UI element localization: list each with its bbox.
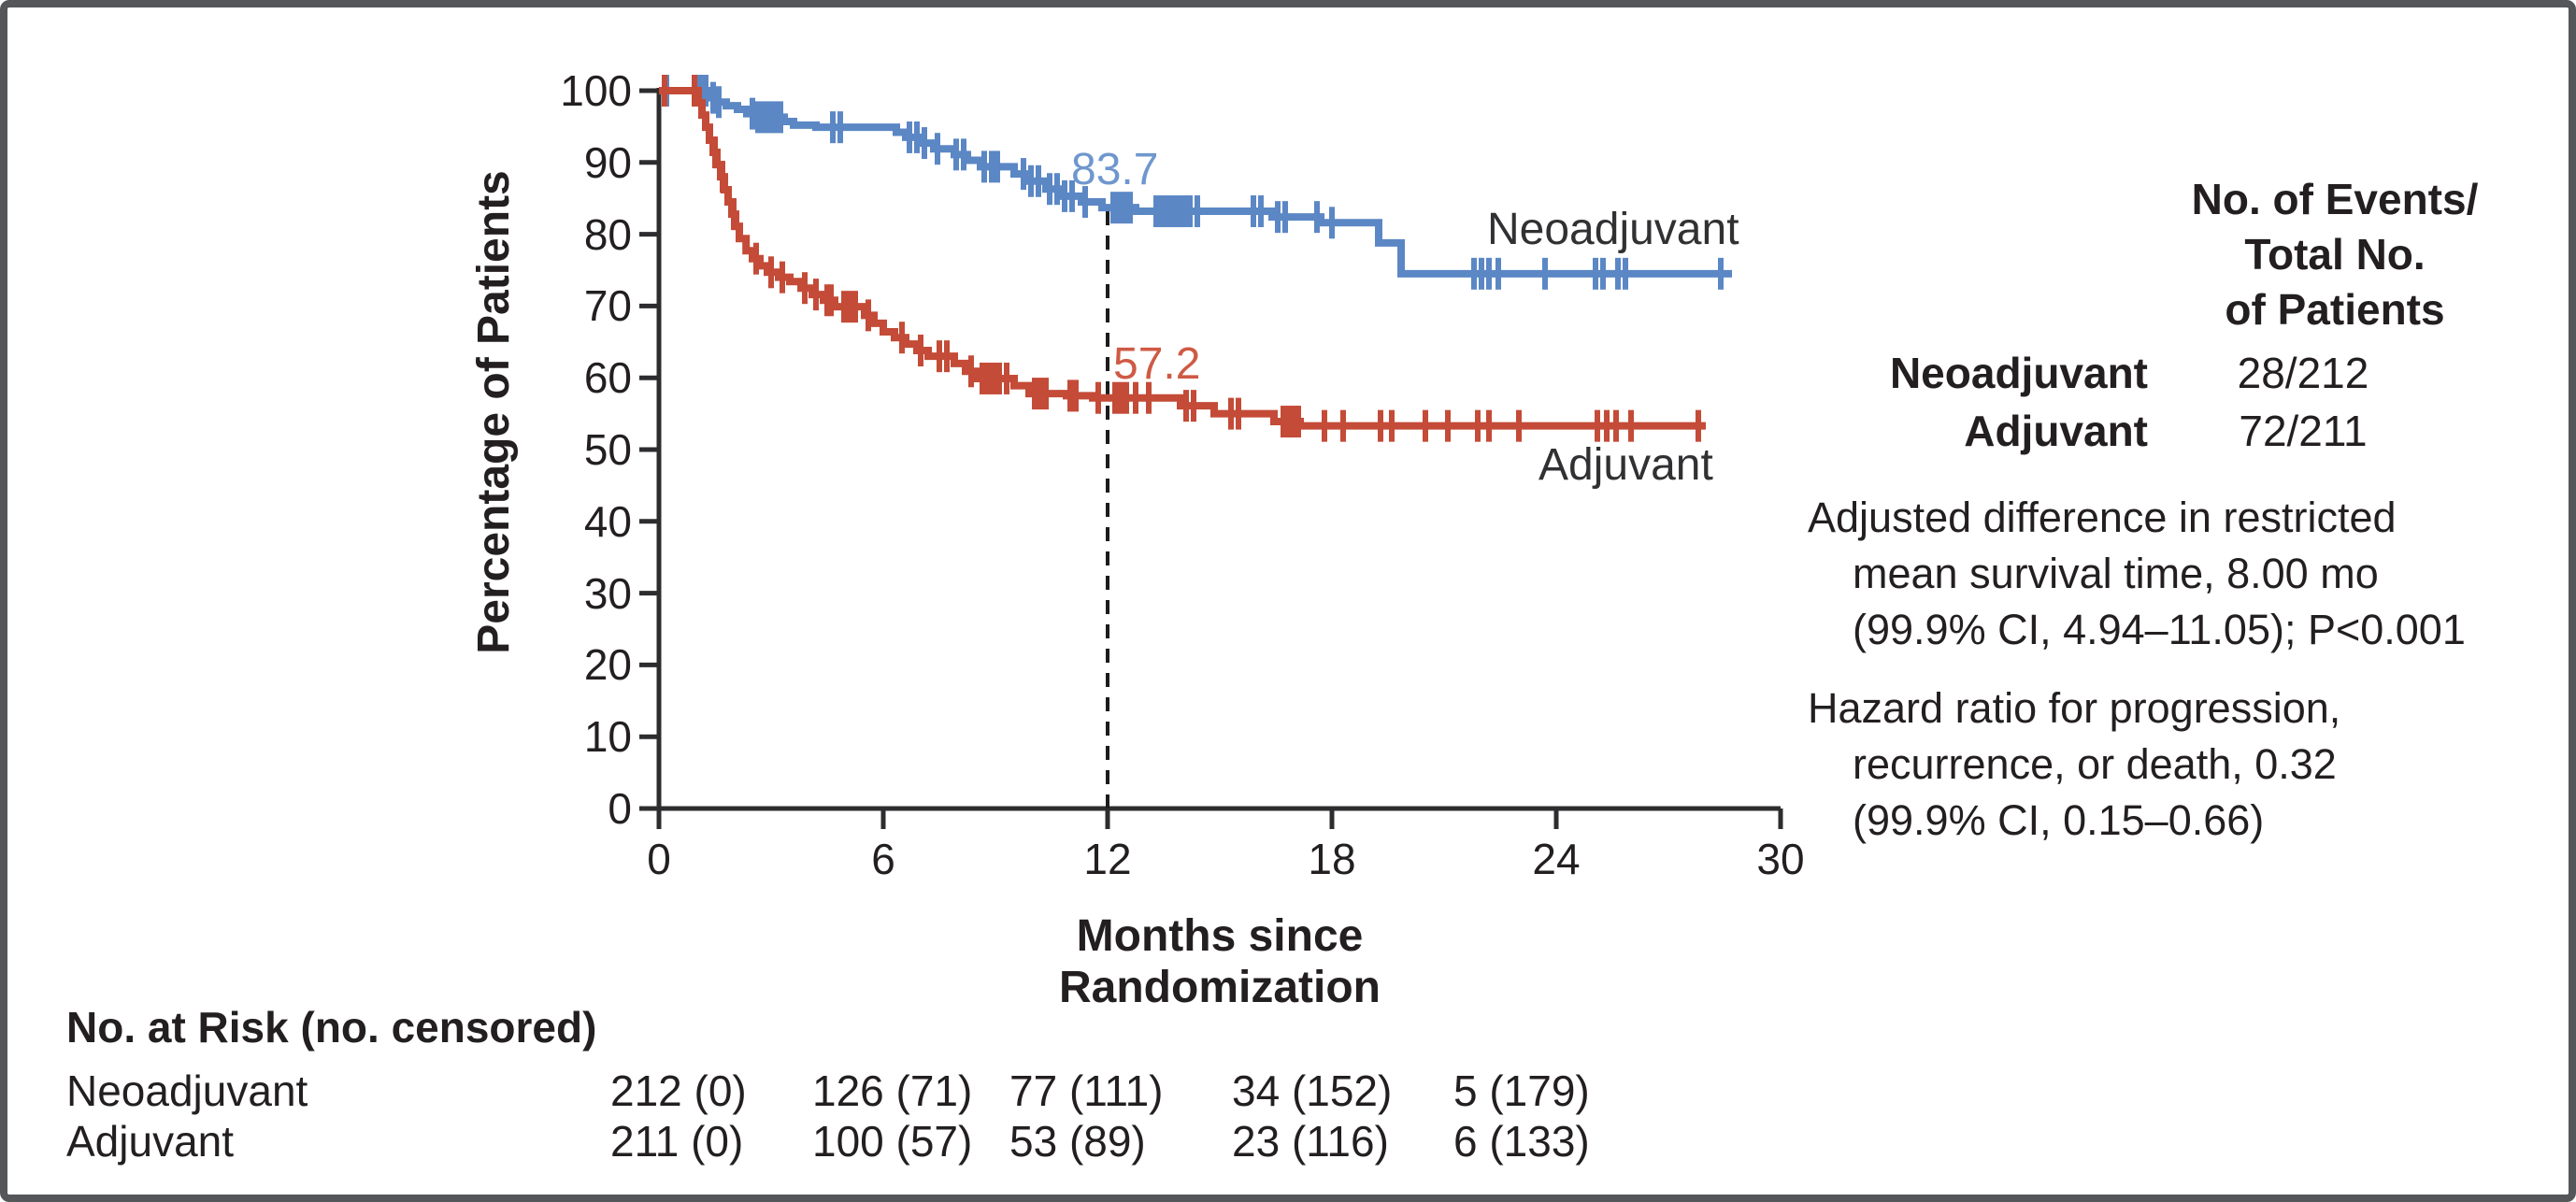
y-tick-label-70: 70: [583, 281, 632, 331]
stat-line: (99.9% CI, 4.94–11.05); P<0.001: [1853, 606, 2466, 653]
y-axis-title: Percentage of Patients: [468, 170, 519, 654]
events-row-value: 72/211: [2239, 407, 2368, 455]
km-plot-canvas: [639, 75, 1783, 829]
risk-cell: 212 (0): [610, 1066, 747, 1115]
curve-label-adjuvant: Adjuvant: [1538, 440, 1713, 490]
x-tick-label-18: 18: [1308, 835, 1356, 883]
risk-cell: 53 (89): [1009, 1117, 1146, 1166]
risk-cell: 6 (133): [1453, 1117, 1590, 1166]
risk-cell: 34 (152): [1232, 1066, 1393, 1115]
y-tick-label-50: 50: [583, 425, 632, 474]
annotation-adjuvant-12mo: 57.2: [1113, 339, 1201, 389]
x-tick-label-12: 12: [1083, 835, 1132, 883]
y-tick-label-20: 20: [583, 640, 632, 690]
y-tick-label-100: 100: [560, 66, 632, 115]
y-tick-label-60: 60: [583, 353, 632, 403]
events-header: No. of Events/ Total No. of Patients: [2111, 172, 2559, 337]
y-tick-label-90: 90: [583, 137, 632, 187]
risk-row-label-neoadjuvant: Neoadjuvant: [66, 1066, 308, 1115]
y-tick-label-40: 40: [583, 496, 632, 546]
risk-cell: 100 (57): [812, 1117, 973, 1166]
risk-table-title: No. at Risk (no. censored): [66, 1003, 597, 1052]
stat-block-rmst: Adjusted difference in restricted mean s…: [1808, 490, 2555, 658]
x-tick-label-30: 30: [1756, 835, 1805, 883]
x-tick-label-24: 24: [1532, 835, 1581, 883]
stat-line: Hazard ratio for progression,: [1808, 684, 2341, 732]
stat-line: mean survival time, 8.00 mo: [1853, 550, 2379, 597]
stat-block-hazard-ratio: Hazard ratio for progression, recurrence…: [1808, 680, 2555, 849]
x-tick-label-6: 6: [871, 835, 895, 883]
events-row-label: Adjuvant: [1964, 407, 2148, 455]
stat-line: Adjusted difference in restricted: [1808, 494, 2397, 541]
events-header-line3: of Patients: [2225, 285, 2445, 334]
x-tick-label-0: 0: [647, 835, 671, 883]
curve-label-neoadjuvant: Neoadjuvant: [1487, 205, 1739, 254]
events-row-value: 28/212: [2237, 349, 2369, 397]
y-tick-label-0: 0: [608, 784, 632, 833]
risk-cell: 211 (0): [610, 1117, 744, 1166]
y-tick-label-80: 80: [583, 209, 632, 259]
annotation-neoadjuvant-12mo: 83.7: [1071, 145, 1159, 194]
risk-cell: 5 (179): [1453, 1066, 1590, 1115]
risk-cell: 77 (111): [1009, 1066, 1164, 1115]
events-header-line1: No. of Events/: [2191, 175, 2479, 223]
x-axis-title: Months since Randomization: [1059, 911, 1381, 1012]
y-tick-label-10: 10: [583, 712, 632, 762]
risk-cell: 126 (71): [812, 1066, 973, 1115]
stat-line: recurrence, or death, 0.32: [1853, 740, 2337, 788]
risk-cell: 23 (116): [1232, 1117, 1389, 1166]
risk-row-label-adjuvant: Adjuvant: [66, 1117, 235, 1166]
events-row-label: Neoadjuvant: [1889, 349, 2148, 397]
y-tick-label-30: 30: [583, 568, 632, 618]
stat-line: (99.9% CI, 0.15–0.66): [1853, 796, 2265, 844]
events-header-line2: Total No.: [2244, 230, 2426, 279]
